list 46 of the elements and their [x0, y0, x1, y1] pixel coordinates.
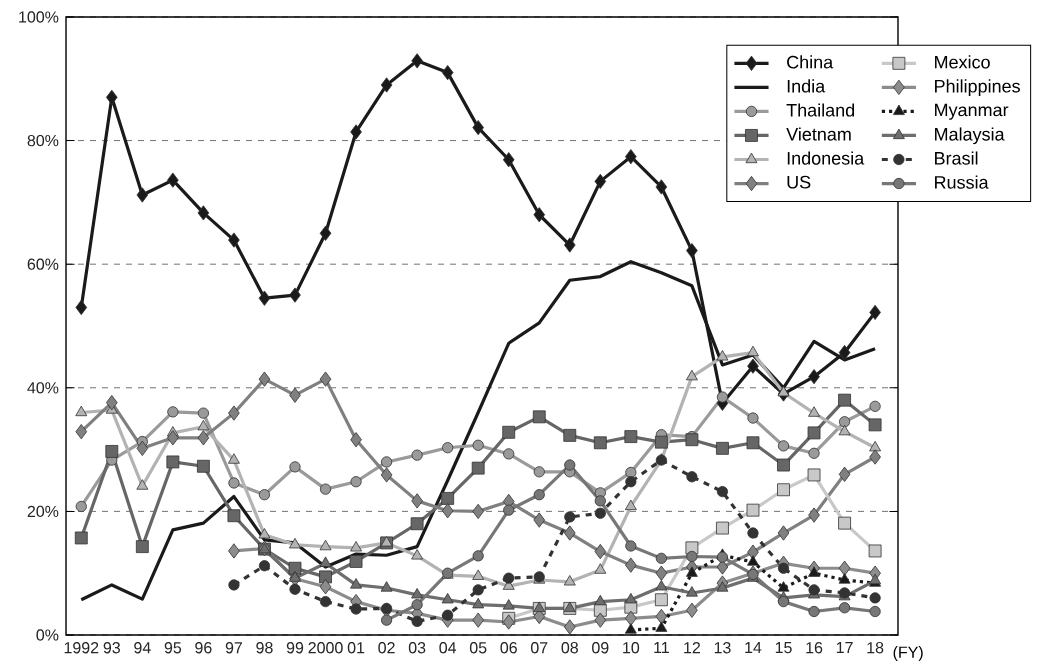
- x-tick-label: 14: [745, 642, 762, 654]
- legend-label: Myanmar: [935, 103, 1009, 121]
- x-tick-label: 97: [225, 642, 243, 654]
- x-tick-label: 03: [408, 642, 426, 654]
- x-tick-label: 13: [714, 642, 731, 654]
- x-tick-label: 95: [164, 642, 182, 654]
- legend-label: Russia: [935, 175, 989, 189]
- x-tick-label: 06: [500, 642, 517, 654]
- legend-label: India: [787, 79, 826, 93]
- legend-label: Mexico: [935, 55, 990, 69]
- x-tick-label: 94: [134, 642, 151, 654]
- y-tick-label: 60%: [27, 258, 59, 271]
- x-tick-label: 10: [623, 642, 640, 654]
- legend-label: Malaysia: [935, 127, 1005, 145]
- x-tick-label: 98: [256, 642, 273, 654]
- legend-label: Vietnam: [786, 127, 851, 141]
- x-tick-label: 16: [806, 642, 823, 654]
- y-tick-label: 80%: [27, 135, 59, 147]
- x-tick-label: 01: [347, 642, 365, 654]
- x-tick-label: 12: [684, 642, 700, 654]
- x-tick-label: 2000: [308, 642, 343, 654]
- x-tick-label: 02: [378, 642, 395, 654]
- x-tick-label: 93: [103, 642, 120, 654]
- x-tick-label: 99: [286, 642, 304, 654]
- legend-label: Philippines: [935, 79, 1020, 97]
- y-tick-label: 0%: [36, 629, 59, 641]
- y-tick-label: 100%: [19, 11, 59, 23]
- x-tick-label: 11: [654, 642, 669, 654]
- legend-label: Thailand: [786, 103, 855, 117]
- x-tick-label: 08: [561, 642, 578, 654]
- x-tick-label: 05: [469, 642, 487, 654]
- legend-label: Indonesia: [787, 151, 865, 165]
- x-axis-title: (FY): [893, 646, 923, 662]
- x-tick-label: 07: [530, 642, 548, 654]
- x-tick-label: 17: [836, 642, 853, 654]
- x-tick-label: 1992: [64, 642, 99, 654]
- x-tick-label: 96: [195, 642, 212, 654]
- legend-label: Brasil: [935, 151, 978, 165]
- legend-label: US: [787, 175, 811, 189]
- y-tick-label: 40%: [27, 382, 59, 394]
- x-tick-label: 09: [592, 642, 609, 654]
- x-tick-label: 04: [439, 642, 457, 654]
- x-tick-label: 15: [775, 642, 792, 654]
- y-tick-label: 20%: [27, 505, 59, 518]
- x-tick-label: 18: [867, 642, 884, 654]
- legend-label: China: [787, 55, 834, 69]
